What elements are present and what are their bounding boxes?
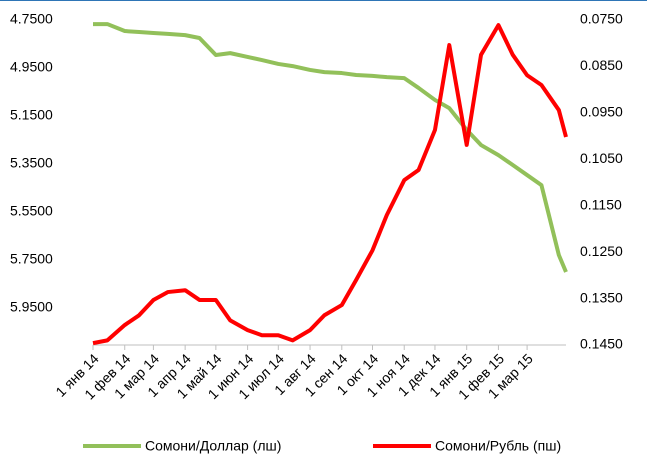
legend-label: Сомони/Рубль (пш)	[435, 438, 561, 454]
y-tick-label: 4.9500	[10, 59, 53, 75]
line-series	[93, 22, 568, 273]
line-series	[92, 23, 568, 346]
y-tick-label: 5.3500	[10, 155, 53, 171]
y2-tick-label: 0.0850	[580, 57, 623, 73]
legend-label: Сомони/Доллар (лш)	[145, 438, 281, 454]
y2-tick-label: 0.1050	[580, 150, 623, 166]
y-tick-label: 5.9500	[10, 299, 53, 315]
y2-tick-label: 0.0950	[580, 104, 623, 120]
y2-tick-label: 0.1450	[580, 336, 623, 352]
y-tick-label: 5.7500	[10, 251, 53, 267]
y2-tick-label: 0.0750	[580, 11, 623, 27]
y2-tick-label: 0.1150	[580, 196, 622, 212]
y-tick-label: 5.5500	[10, 203, 53, 219]
y-tick-label: 5.1500	[10, 107, 53, 123]
y2-tick-label: 0.1250	[580, 243, 623, 259]
y2-tick-label: 0.1350	[580, 289, 623, 305]
y-tick-label: 4.7500	[10, 11, 53, 27]
